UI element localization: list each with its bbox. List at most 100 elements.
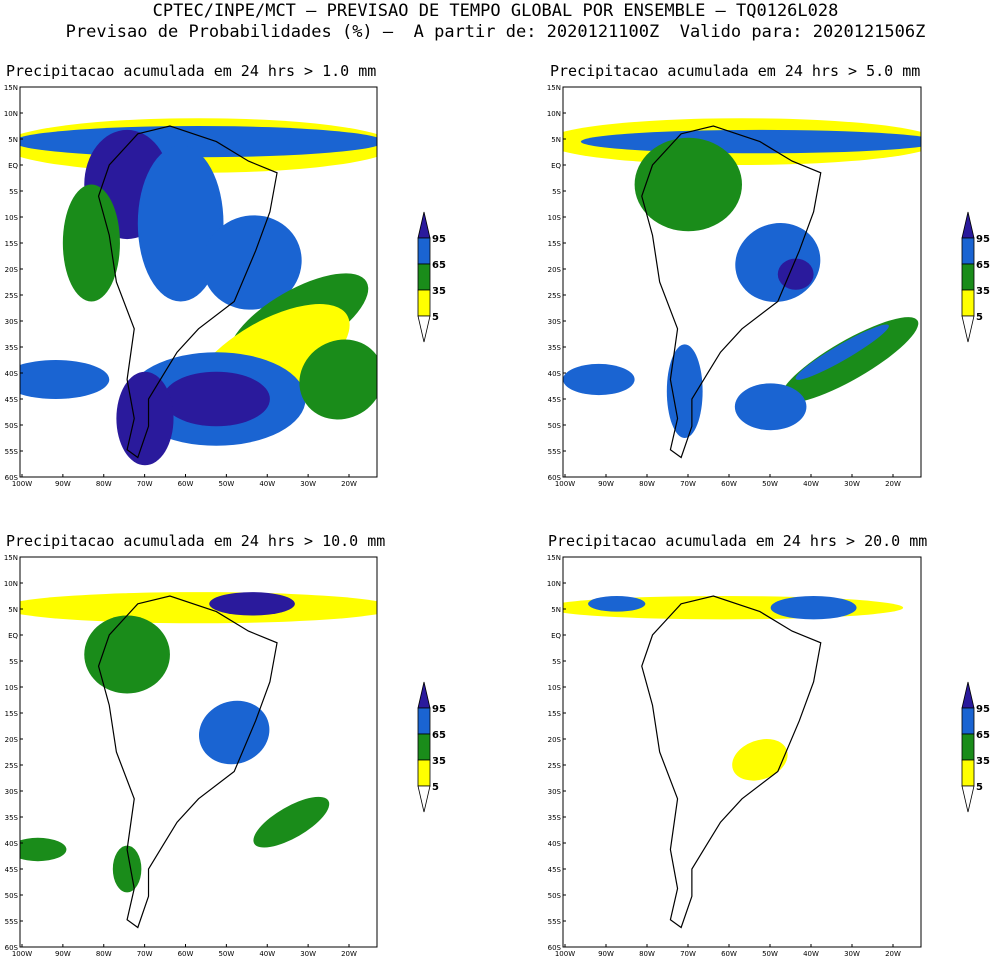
- lat-tick-label: 10N: [547, 580, 561, 588]
- lon-tick-label: 20W: [885, 950, 901, 957]
- lon-tick-label: 30W: [844, 950, 860, 957]
- lat-tick-label: 30S: [548, 318, 562, 326]
- lon-tick-label: 50W: [218, 480, 234, 488]
- lon-tick-label: 20W: [341, 950, 357, 957]
- legend-level-label: 5: [976, 782, 983, 793]
- legend-swatch-mid: [417, 263, 431, 291]
- map-panel-4: 15N 10N 5N EQ 5S 10S 15S 20S 25S 30S 35S 40S 45S 50S 5…: [547, 554, 922, 957]
- lon-tick-label: 60W: [721, 480, 737, 488]
- lat-tick-label: 15S: [5, 240, 19, 248]
- lat-tick-label: 25S: [548, 762, 562, 770]
- legend-level-label: 5: [432, 312, 439, 323]
- lat-tick-label: 5N: [8, 606, 18, 614]
- lon-tick-label: 80W: [639, 950, 655, 957]
- south-america-coastline: [641, 595, 822, 929]
- lat-tick-label: 30S: [5, 318, 19, 326]
- legend-level-label: 35: [976, 756, 990, 767]
- lat-tick-label: 60S: [5, 944, 19, 952]
- lat-tick-label: 20S: [5, 736, 19, 744]
- prob-area-0: [20, 592, 377, 624]
- legend-swatch-low: [961, 289, 975, 317]
- legend-4: 95 65 35 5: [961, 681, 990, 813]
- lat-tick-label: 20S: [548, 736, 562, 744]
- lat-tick-label: 20S: [5, 266, 19, 274]
- legend-level-label: 35: [432, 286, 446, 297]
- lat-tick-label: 15S: [548, 240, 562, 248]
- lat-tick-label: 15S: [548, 710, 562, 718]
- lon-tick-label: 70W: [680, 480, 696, 488]
- lat-tick-label: 25S: [548, 292, 562, 300]
- lon-tick-label: 90W: [55, 480, 71, 488]
- legend-bottom-triangle: [417, 785, 431, 813]
- lat-tick-label: 5S: [9, 658, 18, 666]
- prob-area-5: [20, 837, 67, 862]
- lat-tick-label: 50S: [5, 422, 19, 430]
- legend-top-triangle: [417, 681, 431, 709]
- lon-tick-label: 70W: [137, 950, 153, 957]
- lon-tick-label: 60W: [721, 950, 737, 957]
- lat-tick-label: 40S: [5, 840, 19, 848]
- lat-tick-label: 5S: [9, 188, 18, 196]
- legend-level-label: 5: [432, 782, 439, 793]
- prob-area-2: [84, 615, 170, 694]
- lat-tick-label: 5N: [8, 136, 18, 144]
- map-frame: [19, 86, 378, 478]
- legend-bottom-triangle: [961, 315, 975, 343]
- map-panel-1: 15N 10N 5N EQ 5S 10S 15S 20S 25S 30S 35S 40S 45S 50S 5…: [4, 84, 378, 488]
- legend-3: 95 65 35 5: [417, 681, 446, 813]
- lon-tick-label: 40W: [259, 950, 275, 957]
- legend-bottom-triangle: [961, 785, 975, 813]
- lat-tick-label: 45S: [548, 396, 562, 404]
- lon-tick-label: 20W: [885, 480, 901, 488]
- panel-4-title: Precipitacao acumulada em 24 hrs > 20.0 …: [548, 532, 928, 550]
- panel-2-title: Precipitacao acumulada em 24 hrs > 5.0 m…: [550, 62, 921, 80]
- lat-tick-label: 50S: [548, 422, 562, 430]
- prob-area-3: [732, 739, 788, 781]
- lat-tick-label: 15N: [547, 554, 561, 562]
- legend-swatch-high: [417, 237, 431, 265]
- lat-tick-label: 30S: [5, 788, 19, 796]
- lat-tick-label: 55S: [548, 918, 562, 926]
- map-panel-3: 15N 10N 5N EQ 5S 10S 15S 20S 25S 30S 35S 40S 45S 50S 5…: [4, 554, 378, 957]
- legend-level-label: 95: [976, 704, 990, 715]
- lon-tick-label: 20W: [341, 480, 357, 488]
- legend-2: 95 65 35 5: [961, 211, 990, 343]
- legend-1: 95 65 35 5: [417, 211, 446, 343]
- lat-tick-label: EQ: [8, 162, 18, 170]
- lat-tick-label: 25S: [5, 292, 19, 300]
- prob-area-3: [137, 145, 224, 302]
- lon-tick-label: 100W: [555, 950, 575, 957]
- lat-tick-label: 10N: [4, 110, 18, 118]
- prob-area-4: [253, 796, 330, 848]
- lat-tick-label: 45S: [5, 866, 19, 874]
- lat-tick-label: 45S: [5, 396, 19, 404]
- panel-1-title: Precipitacao acumulada em 24 hrs > 1.0 m…: [6, 62, 377, 80]
- prob-area-2: [588, 596, 646, 612]
- prob-area-1: [770, 596, 857, 620]
- prob-area-6: [795, 324, 889, 380]
- lat-tick-label: 10S: [548, 684, 562, 692]
- legend-swatch-high: [961, 237, 975, 265]
- lon-tick-label: 100W: [12, 480, 32, 488]
- lat-tick-label: 10S: [5, 214, 19, 222]
- lon-tick-label: 70W: [137, 480, 153, 488]
- lat-tick-label: 50S: [548, 892, 562, 900]
- lat-tick-label: 40S: [5, 370, 19, 378]
- lat-tick-label: 10S: [548, 214, 562, 222]
- legend-level-label: 95: [432, 704, 446, 715]
- lat-tick-label: 15N: [547, 84, 561, 92]
- lon-tick-label: 40W: [259, 480, 275, 488]
- south-america-coastline: [97, 595, 278, 929]
- lon-tick-label: 100W: [12, 950, 32, 957]
- lon-tick-label: 100W: [555, 480, 575, 488]
- lon-tick-label: 30W: [300, 950, 316, 957]
- lat-tick-label: 35S: [548, 344, 562, 352]
- lat-tick-label: 15N: [4, 84, 18, 92]
- lat-tick-label: 55S: [548, 448, 562, 456]
- lat-tick-label: 45S: [548, 866, 562, 874]
- prob-area-7: [20, 360, 110, 399]
- legend-top-triangle: [417, 211, 431, 239]
- lat-tick-label: 35S: [5, 814, 19, 822]
- lat-tick-label: 5S: [552, 658, 561, 666]
